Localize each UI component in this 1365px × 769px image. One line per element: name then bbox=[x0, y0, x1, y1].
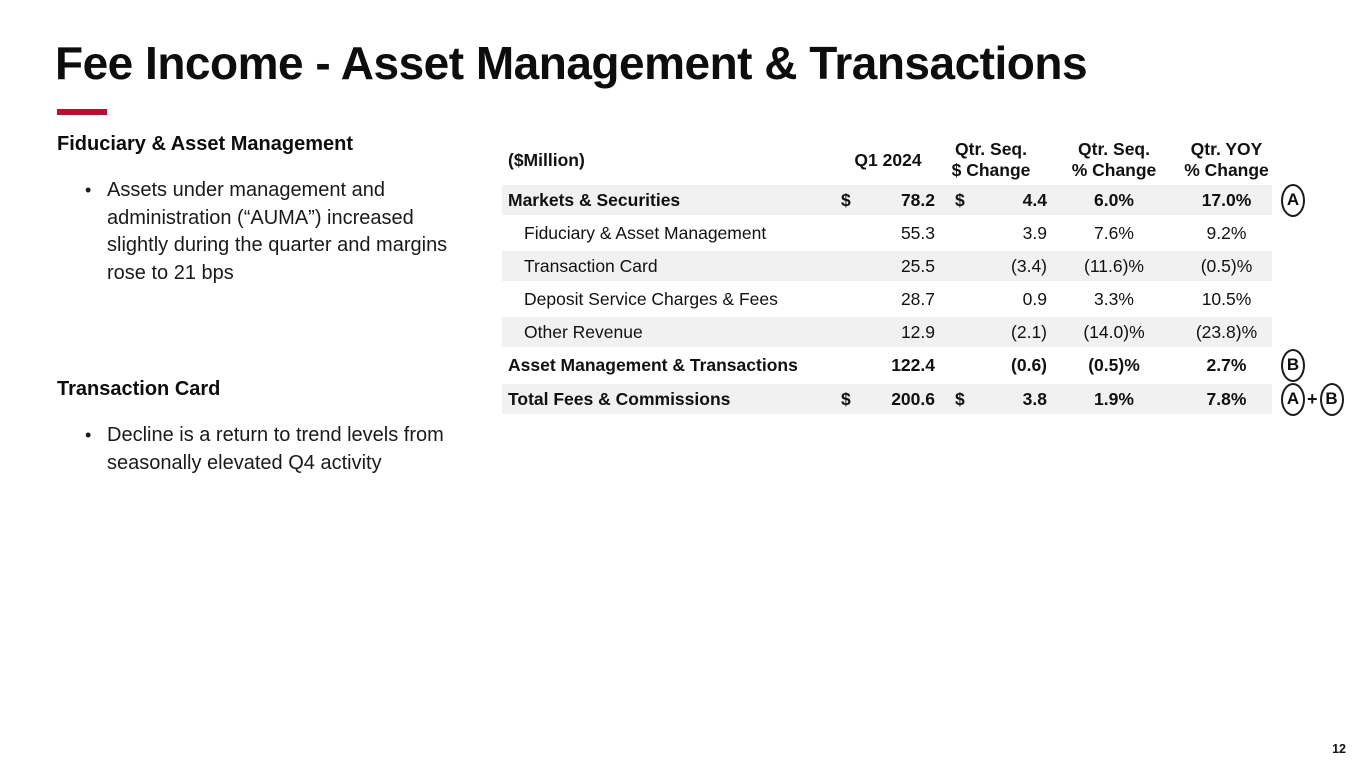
marker-cell bbox=[1272, 218, 1362, 248]
dollar-sign: $ bbox=[841, 388, 851, 409]
col-header-yoy-pct-change: Qtr. YOY % Change bbox=[1181, 137, 1272, 183]
seq-dollar-value: 3.9 bbox=[1022, 222, 1047, 243]
q1-value: 122.4 bbox=[891, 354, 935, 375]
seq-dollar-value: (2.1) bbox=[1011, 321, 1047, 342]
seq-dollar-value: 3.8 bbox=[1022, 388, 1047, 409]
q1-value: 25.5 bbox=[900, 255, 935, 276]
seq-dollar-value: (3.4) bbox=[1011, 255, 1047, 276]
unit-label: ($Million) bbox=[508, 149, 585, 170]
yoy-pct-value: 9.2% bbox=[1206, 222, 1247, 243]
row-label: Deposit Service Charges & Fees bbox=[524, 288, 778, 309]
dollar-sign: $ bbox=[955, 189, 965, 210]
seq-pct-value: 7.6% bbox=[1094, 222, 1134, 243]
col-header-line: Qtr. YOY bbox=[1190, 139, 1263, 159]
bullet-item: Assets under management and administrati… bbox=[57, 177, 452, 287]
marker-cell: A + B bbox=[1272, 382, 1362, 416]
section-transaction-card: Transaction Card Decline is a return to … bbox=[57, 378, 467, 477]
row-label: Other Revenue bbox=[524, 321, 643, 342]
marker-cell bbox=[1272, 317, 1362, 347]
col-header-seq-pct-change: Qtr. Seq. % Change bbox=[1047, 137, 1181, 183]
table-row: Deposit Service Charges & Fees 28.7 0.9 3.3… bbox=[502, 284, 1362, 314]
seq-pct-value: 1.9% bbox=[1094, 388, 1134, 409]
q1-value: 200.6 bbox=[891, 388, 935, 409]
col-header-line: % Change bbox=[1184, 160, 1269, 180]
seq-dollar-value: 4.4 bbox=[1022, 189, 1047, 210]
col-header-line: Qtr. Seq. bbox=[955, 139, 1027, 159]
col-header-line: % Change bbox=[1071, 160, 1157, 180]
q1-value: 78.2 bbox=[900, 189, 935, 210]
q1-value: 28.7 bbox=[900, 288, 935, 309]
section-fiduciary-asset-management: Fiduciary & Asset Management Assets unde… bbox=[57, 133, 467, 287]
yoy-pct-value: 10.5% bbox=[1201, 288, 1252, 309]
yoy-pct-value: 7.8% bbox=[1206, 388, 1247, 409]
marker-a: A bbox=[1281, 183, 1305, 217]
seq-pct-value: (11.6)% bbox=[1084, 255, 1144, 276]
section-heading: Fiduciary & Asset Management bbox=[57, 133, 354, 155]
q1-value: 12.9 bbox=[900, 321, 935, 342]
table-body: Markets & Securities $78.2 $4.4 6.0% 17.0% A F… bbox=[502, 183, 1362, 416]
marker-b: B bbox=[1319, 382, 1344, 416]
col-header-q1-2024: Q1 2024 bbox=[841, 137, 935, 183]
seq-pct-value: (14.0)% bbox=[1083, 321, 1145, 342]
table-row: Asset Management & Transactions 122.4 (0.6… bbox=[502, 348, 1362, 382]
section-heading: Transaction Card bbox=[57, 378, 221, 400]
title-accent-bar bbox=[57, 109, 107, 115]
table-header-row: ($Million) Q1 2024 Qtr. Seq. $ Change Qt… bbox=[502, 137, 1362, 183]
seq-pct-value: 3.3% bbox=[1094, 288, 1134, 309]
row-label: Total Fees & Commissions bbox=[508, 388, 731, 409]
seq-dollar-value: 0.9 bbox=[1022, 288, 1047, 309]
marker-a: A bbox=[1281, 382, 1305, 416]
seq-pct-value: 6.0% bbox=[1094, 189, 1134, 210]
marker-b: B bbox=[1281, 348, 1305, 382]
yoy-pct-value: 17.0% bbox=[1201, 189, 1252, 210]
row-label: Asset Management & Transactions bbox=[508, 354, 798, 375]
seq-dollar-value: (0.6) bbox=[1011, 354, 1047, 375]
yoy-pct-value: (0.5)% bbox=[1200, 255, 1253, 276]
marker-cell bbox=[1272, 284, 1362, 314]
marker-cell: A bbox=[1272, 183, 1362, 217]
row-label: Fiduciary & Asset Management bbox=[524, 222, 767, 243]
marker-cell bbox=[1272, 251, 1362, 281]
col-header-seq-dollar-change: Qtr. Seq. $ Change bbox=[935, 137, 1047, 183]
marker-cell: B bbox=[1272, 348, 1362, 382]
col-header-line: Qtr. Seq. bbox=[1078, 139, 1150, 159]
dollar-sign: $ bbox=[841, 189, 851, 210]
marker-spacer bbox=[1272, 137, 1362, 183]
row-label: Transaction Card bbox=[524, 255, 658, 276]
row-label: Markets & Securities bbox=[508, 189, 681, 210]
seq-pct-value: (0.5)% bbox=[1088, 354, 1140, 375]
table-row: Fiduciary & Asset Management 55.3 3.9 7.6% 9… bbox=[502, 218, 1362, 248]
dollar-sign: $ bbox=[955, 388, 965, 409]
page-title: Fee Income - Asset Management & Transact… bbox=[55, 37, 1088, 89]
yoy-pct-value: (23.8)% bbox=[1195, 321, 1258, 342]
table-row: Other Revenue 12.9 (2.1) (14.0)% (23.8)% bbox=[502, 317, 1362, 347]
table-row: Total Fees & Commissions $200.6 $3.8 1.9% 7.… bbox=[502, 382, 1362, 416]
col-header-line: Q1 2024 bbox=[854, 149, 922, 170]
table-row: Markets & Securities $78.2 $4.4 6.0% 17.0% A bbox=[502, 183, 1362, 217]
plus-sign: + bbox=[1307, 388, 1318, 409]
bullet-list: Assets under management and administrati… bbox=[57, 177, 467, 287]
table-row: Transaction Card 25.5 (3.4) (11.6)% (0.5)% bbox=[502, 251, 1362, 281]
yoy-pct-value: 2.7% bbox=[1206, 354, 1247, 375]
bullet-item: Decline is a return to trend levels from… bbox=[57, 422, 452, 477]
page-number: 12 bbox=[1332, 742, 1346, 756]
col-header-line: $ Change bbox=[951, 160, 1031, 180]
bullet-list: Decline is a return to trend levels from… bbox=[57, 422, 467, 477]
q1-value: 55.3 bbox=[900, 222, 935, 243]
fee-income-table: ($Million) Q1 2024 Qtr. Seq. $ Change Qt… bbox=[502, 137, 1362, 417]
